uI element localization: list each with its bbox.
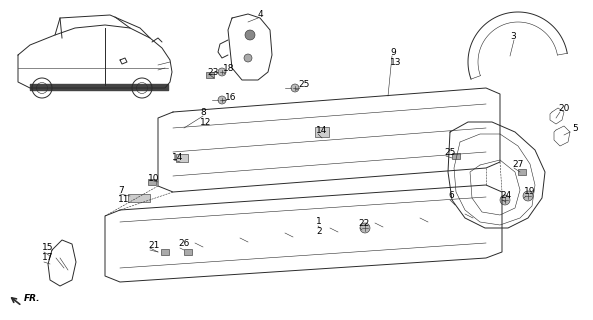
- Text: 5: 5: [572, 124, 578, 132]
- Text: 2: 2: [316, 228, 321, 236]
- Text: 14: 14: [172, 153, 183, 162]
- Circle shape: [360, 223, 370, 233]
- Text: 8: 8: [200, 108, 206, 116]
- Circle shape: [244, 54, 252, 62]
- Text: 24: 24: [500, 191, 511, 201]
- Bar: [315, 127, 329, 137]
- Circle shape: [218, 68, 226, 76]
- Text: 26: 26: [178, 239, 189, 249]
- Bar: [161, 249, 169, 255]
- Text: 6: 6: [448, 191, 454, 201]
- Text: 23: 23: [207, 68, 218, 76]
- Text: 15: 15: [42, 244, 53, 252]
- Text: 25: 25: [298, 79, 310, 89]
- Circle shape: [500, 195, 510, 205]
- Bar: [128, 194, 150, 202]
- Bar: [518, 169, 526, 175]
- Text: 27: 27: [512, 159, 524, 169]
- Text: 7: 7: [118, 186, 124, 195]
- Text: 21: 21: [148, 242, 160, 251]
- Text: 14: 14: [316, 125, 327, 134]
- Text: 25: 25: [444, 148, 455, 156]
- Bar: [452, 153, 460, 159]
- Text: 22: 22: [358, 220, 369, 228]
- Text: 1: 1: [316, 218, 322, 227]
- Bar: [206, 72, 214, 78]
- Text: 18: 18: [223, 63, 234, 73]
- Bar: [148, 179, 156, 185]
- Circle shape: [291, 84, 299, 92]
- Text: 19: 19: [524, 188, 535, 196]
- Text: 12: 12: [200, 117, 211, 126]
- Circle shape: [523, 191, 533, 201]
- Text: 10: 10: [148, 173, 160, 182]
- Text: 4: 4: [258, 10, 264, 19]
- Text: 20: 20: [558, 103, 569, 113]
- Text: 17: 17: [42, 253, 53, 262]
- Text: 3: 3: [510, 31, 516, 41]
- Text: 16: 16: [225, 92, 237, 101]
- Bar: [184, 249, 192, 255]
- Text: 11: 11: [118, 196, 129, 204]
- Bar: [176, 154, 188, 162]
- Text: 9: 9: [390, 47, 396, 57]
- Circle shape: [218, 96, 226, 104]
- Text: FR.: FR.: [24, 294, 40, 303]
- Text: 13: 13: [390, 58, 401, 67]
- Circle shape: [245, 30, 255, 40]
